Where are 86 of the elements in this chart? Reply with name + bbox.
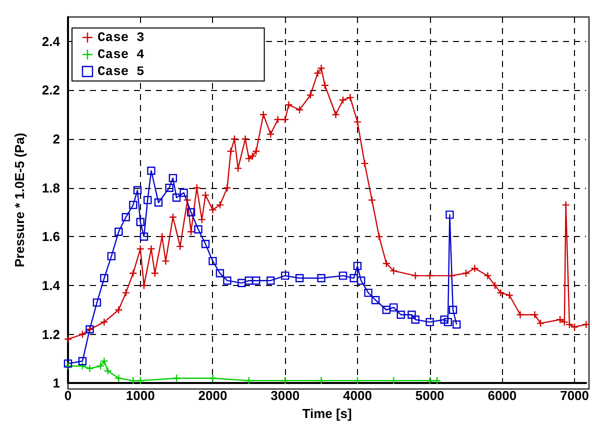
point (64, 359, 72, 368)
point (295, 274, 304, 282)
x-tick-label: 2000 (198, 388, 228, 404)
point (208, 374, 217, 382)
point (280, 272, 290, 280)
point (411, 316, 420, 324)
point (338, 272, 348, 280)
point (100, 357, 108, 366)
point (100, 274, 108, 282)
point (371, 296, 380, 304)
y-tick-label: 1.4 (42, 278, 61, 293)
point (216, 269, 224, 278)
point (364, 288, 372, 297)
x-tick-label: 4000 (342, 388, 372, 404)
point (353, 262, 362, 270)
point (154, 198, 163, 207)
point (353, 376, 362, 385)
point (448, 306, 458, 314)
point (140, 232, 148, 241)
point (280, 376, 290, 385)
point (390, 303, 398, 312)
point (390, 376, 398, 385)
point (78, 362, 87, 370)
legend-label: Case 3 (98, 30, 145, 45)
legend-label: Case 4 (98, 47, 145, 62)
point (440, 316, 448, 324)
point (104, 366, 112, 375)
point (78, 357, 87, 366)
point (408, 310, 416, 319)
point (168, 174, 178, 182)
y-tick-label: 1.6 (42, 229, 60, 244)
point (114, 228, 123, 236)
point (396, 310, 405, 319)
point (350, 274, 358, 282)
point (165, 184, 174, 192)
point (244, 376, 254, 385)
x-tick-label: 0 (64, 388, 72, 404)
legend-label: Case 5 (98, 64, 145, 79)
point (96, 362, 105, 370)
x-tick-label: 7000 (560, 388, 589, 404)
y-tick-label: 1.8 (42, 180, 60, 196)
point (382, 306, 390, 314)
y-tick-label: 2.2 (42, 82, 60, 98)
point (208, 256, 217, 266)
point (238, 278, 246, 288)
point (107, 252, 116, 260)
point (129, 200, 138, 210)
point (172, 374, 181, 382)
point (133, 186, 142, 194)
point (244, 276, 254, 285)
point (266, 276, 275, 285)
point (122, 213, 130, 222)
x-tick-label: 1000 (126, 388, 155, 404)
point (317, 376, 326, 385)
y-tick-label: 2.4 (42, 34, 61, 49)
point (432, 376, 442, 385)
point (136, 376, 144, 385)
point (129, 376, 138, 385)
point (86, 364, 94, 373)
x-tick-label: 5000 (415, 388, 444, 404)
point (186, 208, 196, 216)
point (426, 376, 434, 385)
x-tick-label: 6000 (488, 388, 517, 404)
y-tick-label: 1.2 (42, 326, 60, 342)
point (92, 298, 102, 307)
point (180, 188, 188, 197)
point (144, 196, 152, 204)
point (444, 318, 452, 326)
point (356, 276, 366, 285)
point (194, 225, 202, 234)
x-tick-label: 3000 (270, 388, 300, 404)
point (136, 218, 144, 226)
point (317, 274, 326, 282)
point (147, 166, 156, 175)
point (426, 318, 434, 326)
y-tick-label: 2 (52, 132, 60, 147)
point (114, 374, 123, 382)
point (223, 276, 232, 285)
x-axis-title: Time [s] (302, 406, 352, 421)
point (446, 210, 454, 219)
y-tick-label: 1 (52, 376, 60, 391)
point (452, 320, 461, 329)
y-axis-title: Pressure * 1.0E-5 (Pa) (12, 132, 27, 268)
point (172, 194, 181, 202)
point (252, 276, 260, 285)
point (201, 240, 210, 248)
